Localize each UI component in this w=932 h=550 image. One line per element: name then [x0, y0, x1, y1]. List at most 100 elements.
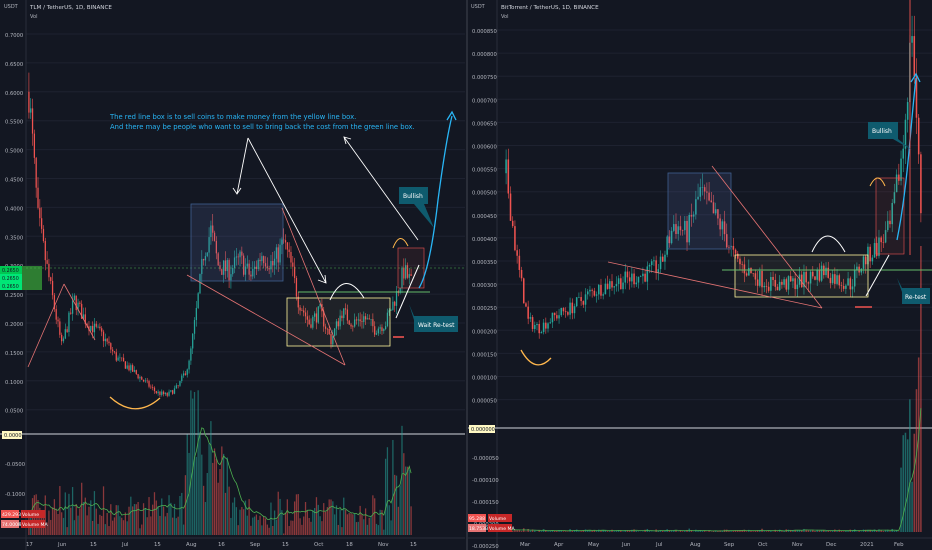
candle-body	[223, 260, 225, 275]
candle-body	[372, 319, 374, 327]
volume-bar	[71, 487, 74, 535]
volume-bar	[284, 513, 287, 535]
volume-bar	[326, 507, 329, 535]
volume-bar	[223, 453, 225, 535]
candle-body	[266, 266, 268, 269]
candle-body	[882, 242, 885, 243]
candle-body	[257, 259, 259, 270]
left-trendline-high	[281, 207, 346, 366]
left-chart-subtitle: Vol	[30, 14, 37, 20]
candle-body	[626, 271, 629, 278]
right-y-tick-label: 0.000250	[472, 306, 497, 312]
candle-body	[81, 303, 83, 319]
candle-body	[70, 312, 72, 314]
candle-body	[776, 286, 779, 291]
volume-bar	[59, 486, 61, 535]
candle-body	[399, 288, 401, 293]
candle-body	[101, 328, 103, 332]
volume-bar	[864, 529, 867, 532]
left-x-tick-label: Sep	[250, 542, 261, 548]
candle-body	[752, 273, 754, 274]
candle-body	[208, 237, 210, 253]
volume-bar	[124, 512, 127, 535]
candle-body	[293, 266, 296, 278]
candle-body	[31, 108, 34, 134]
left-price-badge-bg	[0, 282, 22, 290]
candle-body	[551, 312, 554, 323]
candle-body	[177, 385, 179, 386]
right-x-tick-label: Feb	[894, 542, 904, 548]
candle-body	[172, 390, 174, 394]
right-vol-badge-bg	[468, 524, 486, 532]
candle-body	[624, 271, 627, 283]
candle-body	[410, 274, 412, 276]
volume-bar	[368, 517, 370, 535]
volume-bar	[317, 504, 319, 535]
candle-body	[370, 319, 372, 320]
volume-bar	[767, 531, 770, 532]
volume-bar	[161, 498, 163, 535]
candle-body	[270, 261, 272, 270]
candle-body	[778, 281, 781, 291]
volume-bar	[902, 435, 905, 532]
left-x-tick-label: 15	[154, 542, 161, 548]
volume-bar	[708, 530, 710, 532]
left-price-badge-tag	[22, 274, 42, 282]
left-vol-tick-label: -0.1000	[5, 492, 25, 498]
candle-body	[617, 278, 620, 284]
volume-bar	[626, 530, 629, 532]
candle-body	[273, 258, 276, 266]
volume-bar	[615, 530, 618, 532]
candle-body	[917, 117, 920, 155]
candle-body	[61, 334, 63, 342]
volume-bar	[840, 531, 843, 532]
candle-body	[602, 294, 604, 296]
candle-body	[295, 277, 298, 297]
candle-body	[816, 270, 818, 280]
candle-body	[250, 274, 252, 277]
volume-bar	[915, 389, 918, 532]
candle-body	[635, 282, 638, 285]
candle-body	[529, 317, 532, 319]
candle-body	[507, 159, 510, 194]
volume-bar	[111, 520, 114, 535]
volume-bar	[199, 432, 201, 535]
volume-bar	[917, 357, 920, 532]
candle-body	[527, 306, 529, 319]
volume-bar	[860, 531, 863, 532]
candle-body	[553, 312, 556, 316]
left-trendline-low	[186, 274, 346, 366]
candle-body	[562, 308, 565, 312]
candle-body	[516, 250, 518, 256]
left-vol-badge: 74.000M	[2, 522, 22, 528]
volume-bar	[388, 505, 390, 535]
volume-bar	[152, 504, 154, 535]
volume-bar	[620, 530, 622, 532]
candle-body	[324, 326, 327, 329]
candle-body	[887, 220, 889, 231]
candle-body	[781, 281, 783, 285]
left-volume-ma-line	[28, 427, 412, 521]
volume-bar	[50, 519, 52, 535]
volume-bar	[712, 531, 715, 532]
candle-body	[243, 255, 245, 275]
volume-bar	[783, 530, 785, 532]
candle-body	[820, 265, 823, 281]
candle-body	[219, 265, 221, 270]
candle-body	[697, 196, 699, 200]
candle-body	[664, 254, 666, 262]
volume-bar	[792, 530, 794, 532]
volume-bar	[192, 398, 194, 535]
right-gridlines	[497, 29, 932, 401]
right-trendline-high	[711, 165, 823, 309]
left-volume-bars	[28, 390, 412, 535]
right-y-tick-label: 0.000300	[472, 283, 497, 289]
volume-bar	[133, 504, 136, 535]
candle-body	[44, 241, 46, 261]
volume-bar	[144, 508, 147, 535]
candle-body	[893, 192, 896, 203]
candle-body	[767, 286, 770, 291]
candle-body	[803, 271, 805, 288]
candle-body	[805, 271, 807, 283]
candle-body	[312, 316, 314, 328]
